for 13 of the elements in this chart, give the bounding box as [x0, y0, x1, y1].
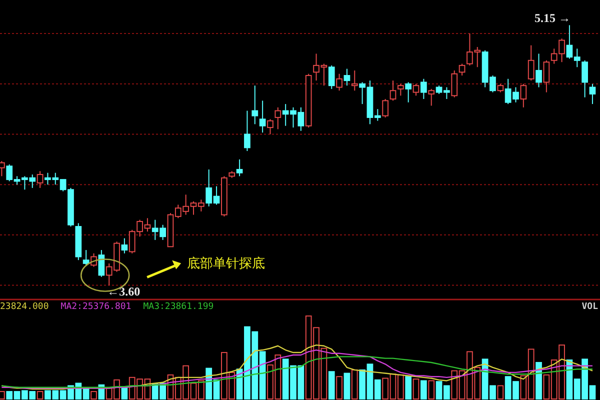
text: MA3:23861.199 — [143, 302, 214, 312]
bar — [328, 371, 335, 400]
bar — [405, 376, 412, 400]
text: MA2:25376.801 — [60, 302, 132, 312]
bar — [344, 372, 350, 400]
annotation: ←3.60 — [107, 284, 140, 298]
text: VOL — [582, 302, 599, 312]
text: 23824.000 — [0, 302, 49, 312]
bar — [536, 362, 542, 400]
annotation: 5.15 → — [534, 11, 570, 26]
bar — [420, 380, 427, 400]
annotation: 底部单针探底 — [187, 256, 266, 272]
bar — [121, 388, 128, 400]
